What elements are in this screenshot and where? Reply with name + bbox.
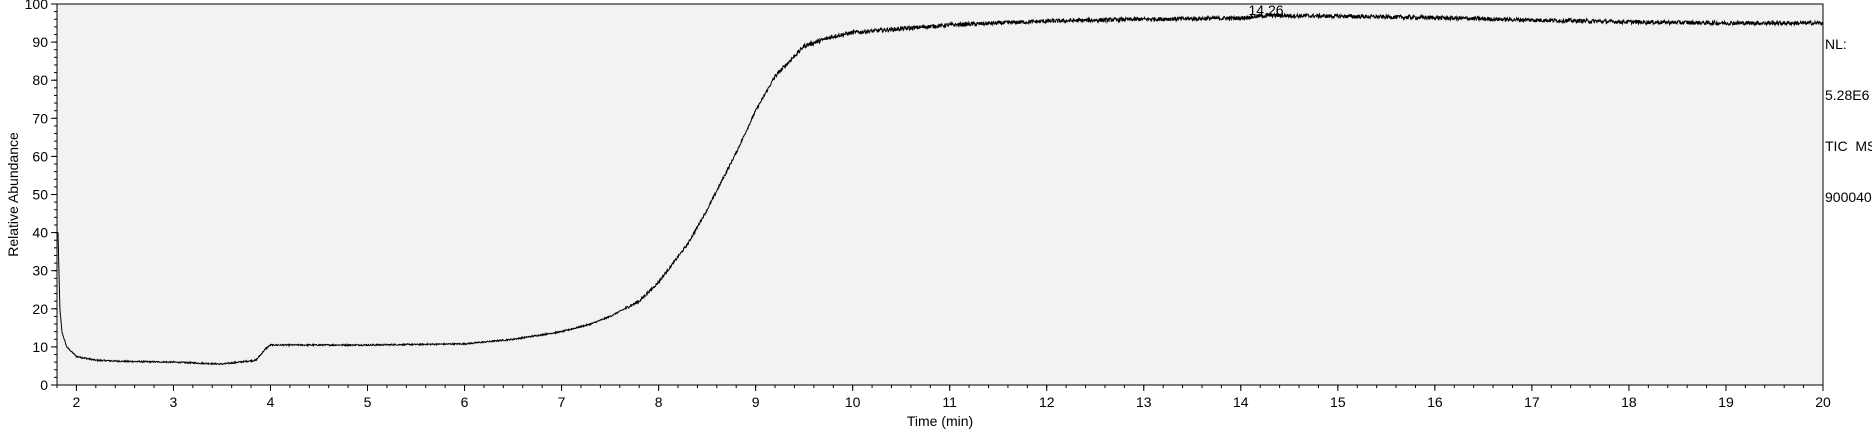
y-tick-label: 40 [32,225,48,241]
plot-area [56,3,1824,386]
info-line-nl: NL: [1825,36,1847,52]
info-line-scan: TIC MS [1825,138,1872,154]
x-tick-label: 8 [655,394,663,410]
x-tick-label: 2 [73,394,81,410]
x-tick-label: 4 [267,394,275,410]
y-tick-label: 90 [32,34,48,50]
x-tick-label: 19 [1718,394,1734,410]
info-line-level: 5.28E6 [1825,87,1870,103]
x-axis-label: Time (min) [907,413,973,429]
x-tick-label: 5 [364,394,372,410]
x-tick-label: 18 [1621,394,1637,410]
y-tick-label: 60 [32,148,48,164]
axes: 2 3 4 5 6 7 8 9 10 11 12 13 14 15 16 17 18 19 20 0 10 20 30 40 5… [25,0,1831,410]
y-tick-label: 30 [32,263,48,279]
y-tick-label: 100 [25,0,49,12]
y-tick-label: 10 [32,339,48,355]
y-tick-label: 70 [32,110,48,126]
y-tick-label: 0 [40,377,48,393]
x-tick-label: 7 [558,394,566,410]
y-tick-label: 20 [32,301,48,317]
peak-label: 14.26 [1249,2,1284,18]
x-tick-label: 20 [1815,394,1831,410]
series-line-0 [57,11,1823,366]
x-tick-label: 15 [1330,394,1346,410]
x-tick-label: 13 [1136,394,1152,410]
x-tick-label: 16 [1427,394,1443,410]
x-tick-label: 10 [845,394,861,410]
x-tick-label: 12 [1039,394,1055,410]
x-tick-label: 14 [1233,394,1249,410]
x-tick-label: 6 [461,394,469,410]
x-tick-label: 3 [170,394,178,410]
x-tick-label: 11 [942,394,957,410]
annotations: 14.26 [1249,2,1284,18]
y-tick-label: 80 [32,72,48,88]
info-line-file: 900040 [1825,189,1872,205]
x-tick-label: 9 [752,394,760,410]
y-axis-label: Relative Abundance [5,132,21,257]
x-tick-label: 17 [1524,394,1540,410]
series-layer [57,11,1823,366]
info-panel: NL: 5.28E6 TIC MS 900040 [1825,2,1872,223]
y-tick-label: 50 [32,187,48,203]
